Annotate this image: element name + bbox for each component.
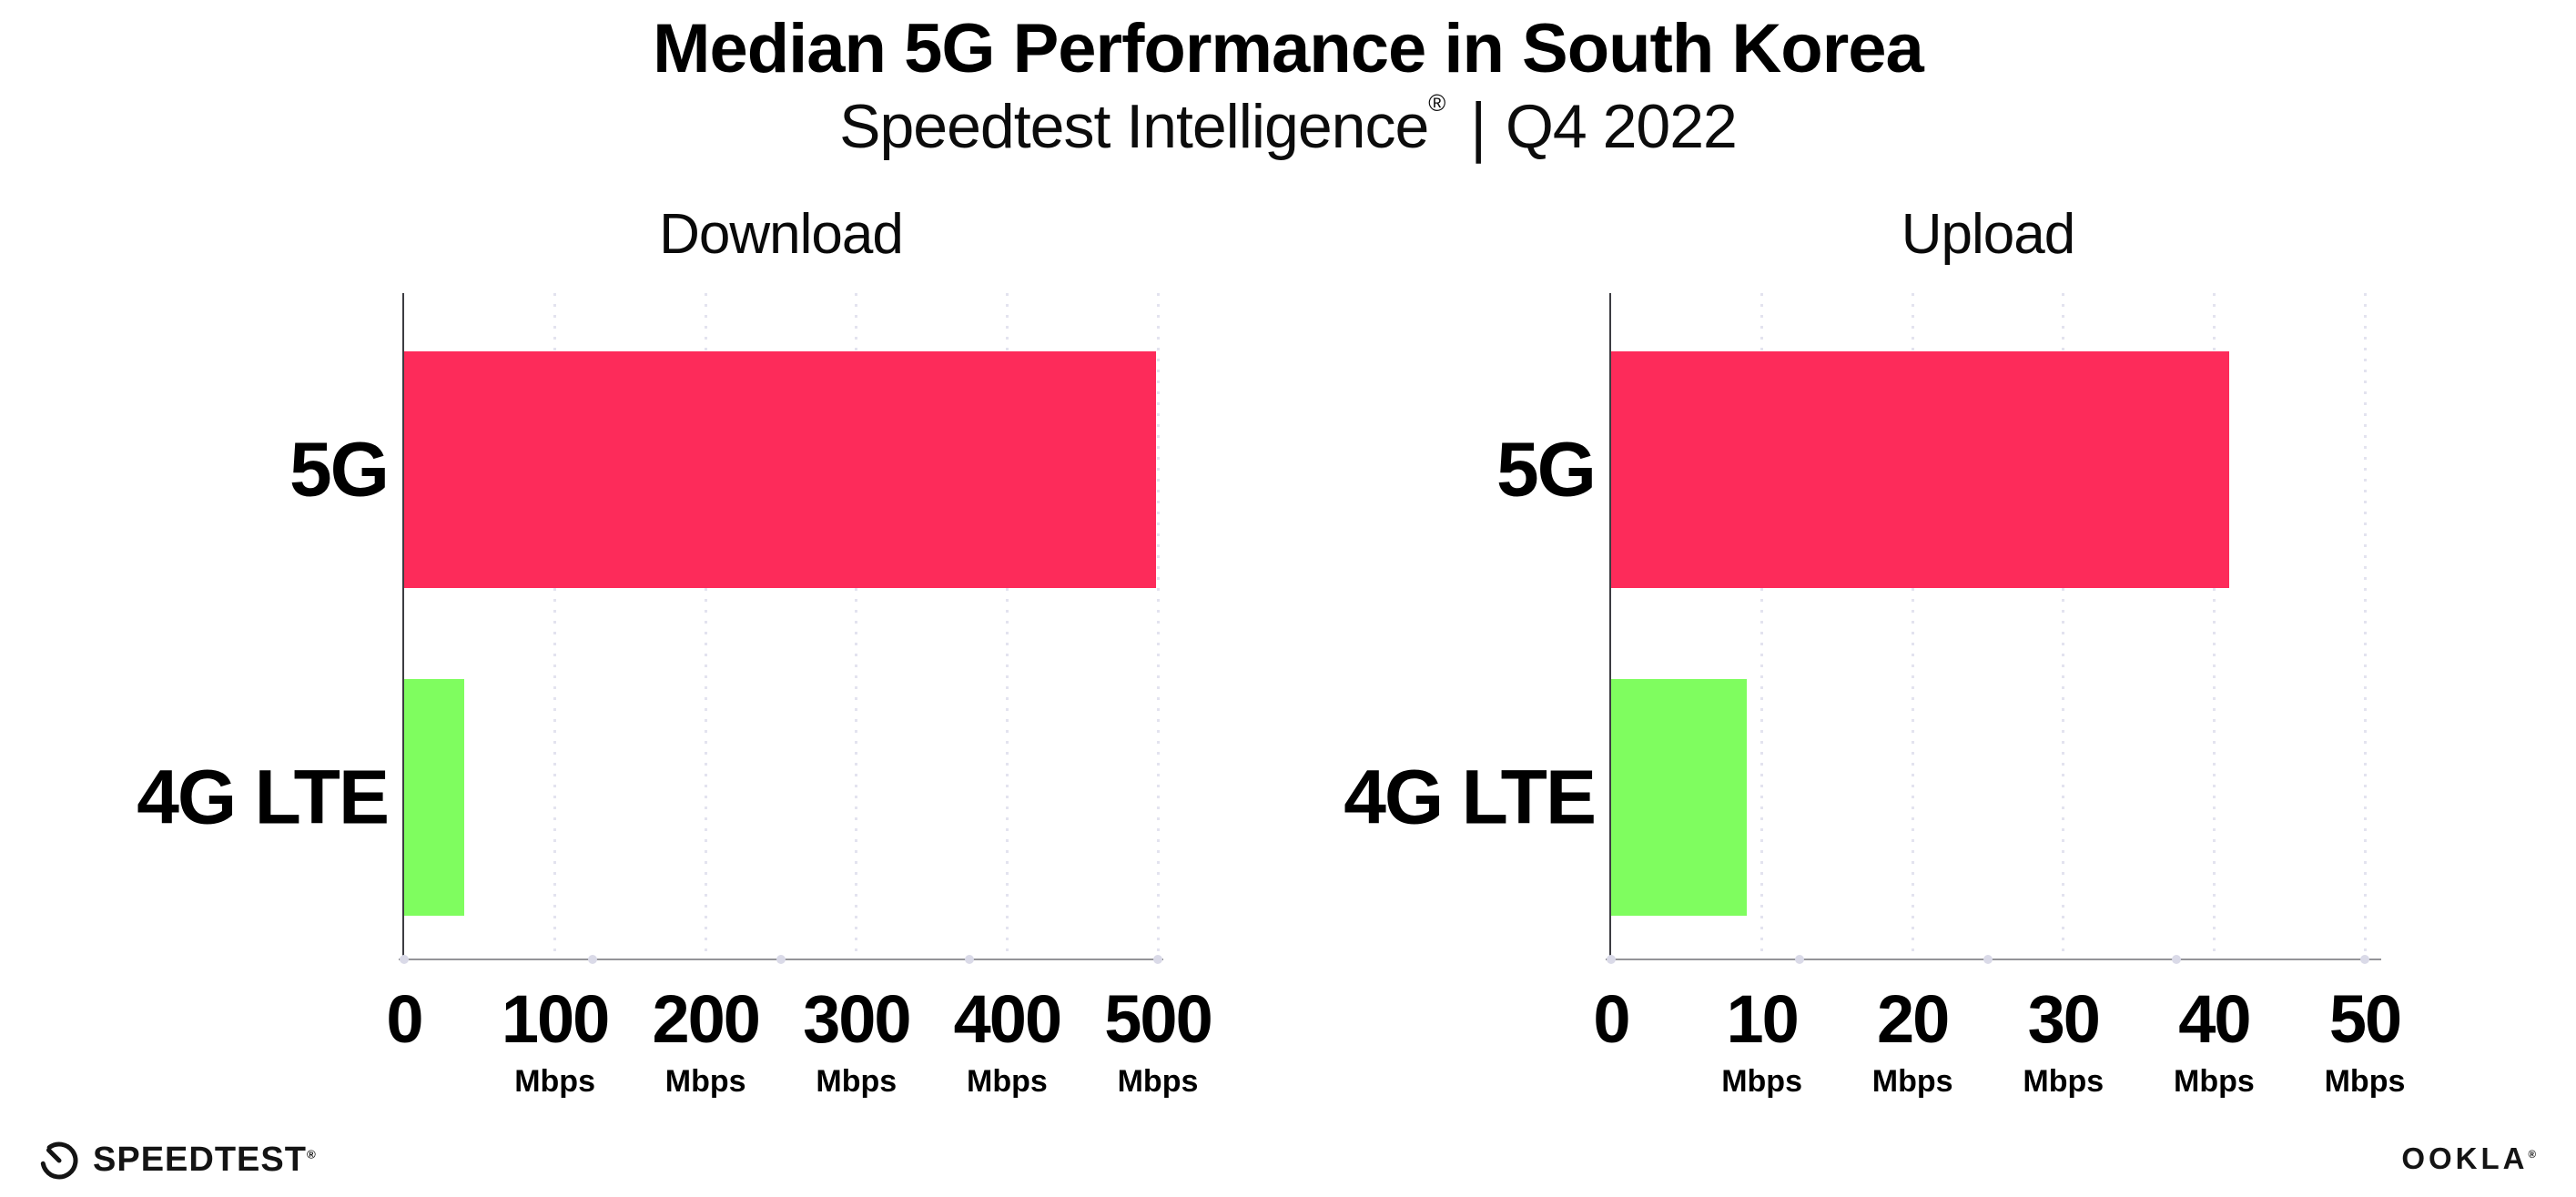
ookla-wordmark-text: OOKLA — [2401, 1141, 2529, 1175]
gridline-50-mbps — [2363, 293, 2367, 959]
category-label-5g: 5G — [289, 426, 390, 512]
bar-4g-lte — [404, 679, 465, 916]
x-tick-unit: Mbps — [1721, 1064, 1802, 1099]
gridline-100-mbps — [553, 293, 557, 959]
download-chart-title: Download — [404, 202, 1158, 267]
gridline-500-mbps — [1156, 293, 1160, 959]
gridline-10-mbps — [1760, 293, 1764, 959]
x-tick-value: 0 — [1593, 981, 1630, 1057]
x-tick-value: 40 — [2178, 981, 2251, 1057]
bar-5g — [1611, 351, 2229, 588]
x-tick-unit: Mbps — [967, 1064, 1048, 1099]
axis-tick-dot — [965, 955, 974, 964]
upload-x-axis — [1606, 959, 2381, 960]
upload-x-tick-labels: 0 10 Mbps 20 Mbps 30 Mbps 40 Mbps 50 Mbps — [1593, 959, 2405, 1113]
upload-plot-area — [1606, 293, 2381, 964]
x-tick-unit: Mbps — [1871, 1064, 1953, 1099]
x-tick-value: 100 — [501, 981, 610, 1057]
subtitle-period: Q4 2022 — [1505, 92, 1738, 161]
x-tick-unit: Mbps — [2023, 1064, 2104, 1099]
download-chart: Download 0 100 Mbps 200 Mbps 300 Mbps 400 Mbps 50… — [137, 203, 1213, 1097]
x-tick-unit: Mbps — [816, 1064, 898, 1099]
x-tick-unit: Mbps — [1117, 1064, 1199, 1099]
category-label-4g-lte: 4G LTE — [1344, 754, 1597, 840]
registered-mark-icon: ® — [1428, 91, 1445, 117]
gridline-40-mbps — [2212, 293, 2216, 959]
download-x-tick-labels: 0 100 Mbps 200 Mbps 300 Mbps 400 Mbps 500 Mbps — [386, 959, 1212, 1113]
page-title: Median 5G Performance in South Korea — [0, 9, 2576, 88]
axis-tick-dot — [588, 955, 597, 964]
upload-chart-title-text: Upload — [1901, 203, 2075, 266]
x-tick-value: 500 — [1104, 981, 1212, 1057]
download-chart-title-text: Download — [659, 203, 904, 266]
gridline-400-mbps — [1005, 293, 1009, 959]
axis-tick-dot — [2360, 955, 2369, 964]
axis-tick-dot — [400, 955, 409, 964]
x-tick-unit: Mbps — [2174, 1064, 2255, 1099]
upload-chart-title: Upload — [1611, 202, 2365, 267]
ookla-wordmark: OOKLA® — [2401, 1141, 2536, 1176]
upload-chart: Upload 0 10 Mbps 20 Mbps 30 Mbps 40 Mbps 50 Mbps 5… — [1344, 203, 2405, 1097]
axis-tick-dot — [776, 955, 786, 964]
axis-tick-dot — [1983, 955, 1993, 964]
speedtest-logo: SPEEDTEST® — [36, 1136, 317, 1183]
upload-y-axis — [1609, 293, 1611, 959]
speedtest-wordmark: SPEEDTEST® — [93, 1141, 317, 1180]
gridline-20-mbps — [1911, 293, 1914, 959]
page-title-text: Median 5G Performance in South Korea — [653, 10, 1924, 87]
download-plot-area — [399, 293, 1163, 964]
axis-tick-dot — [1795, 955, 1804, 964]
x-tick-value: 300 — [803, 981, 911, 1057]
category-label-5g: 5G — [1496, 426, 1597, 512]
speedtest-gauge-icon — [40, 1141, 78, 1180]
axis-tick-dot — [1153, 955, 1162, 964]
x-tick-value: 50 — [2328, 981, 2402, 1057]
x-tick-value: 400 — [953, 981, 1062, 1057]
axis-tick-dot — [1607, 955, 1616, 964]
x-tick-value: 20 — [1877, 981, 1950, 1057]
x-tick-value: 30 — [2027, 981, 2101, 1057]
category-label-4g-lte: 4G LTE — [137, 754, 390, 840]
axis-tick-dot — [2172, 955, 2181, 964]
bar-5g — [404, 351, 1157, 588]
download-y-axis — [402, 293, 404, 959]
speedtest-registered-mark-icon: ® — [306, 1146, 317, 1161]
subtitle-brand: Speedtest Intelligence — [839, 92, 1429, 161]
x-tick-value: 10 — [1726, 981, 1799, 1057]
x-tick-value: 0 — [386, 981, 423, 1057]
subtitle-divider: | — [1470, 88, 1486, 165]
gridline-200-mbps — [704, 293, 707, 959]
x-tick-unit: Mbps — [2324, 1064, 2406, 1099]
x-tick-unit: Mbps — [664, 1064, 746, 1099]
ookla-registered-mark-icon: ® — [2528, 1150, 2536, 1161]
ookla-logo: OOKLA® — [2401, 1141, 2536, 1176]
bar-4g-lte — [1611, 679, 1748, 916]
gridline-300-mbps — [855, 293, 858, 959]
x-tick-unit: Mbps — [514, 1064, 595, 1099]
x-tick-value: 200 — [652, 981, 760, 1057]
speedtest-wordmark-text: SPEEDTEST — [93, 1140, 307, 1179]
gridline-30-mbps — [2062, 293, 2065, 959]
page-subtitle: Speedtest Intelligence ® | Q4 2022 — [0, 88, 2576, 165]
